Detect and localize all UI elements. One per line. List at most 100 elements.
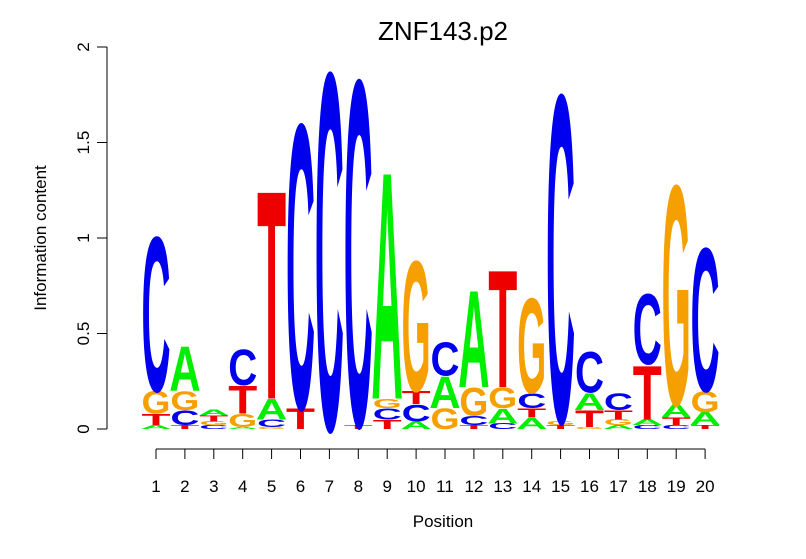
logo-letter-c: C (344, 0, 373, 531)
logo-letter-a: A (372, 105, 403, 468)
x-tick-label: 12 (464, 477, 483, 496)
logo-letter-c: C (402, 400, 431, 427)
logo-letter-c: C (430, 333, 459, 386)
logo-letter-t: T (633, 350, 662, 437)
logo-letter-t: T (228, 378, 257, 423)
x-tick-label: 15 (551, 477, 570, 496)
x-tick-label: 17 (609, 477, 628, 496)
logo-letter-c: C (633, 273, 662, 386)
logo-letter-t: T (517, 406, 546, 421)
logo-letter-g: G (257, 427, 286, 430)
logo-letter-g: G (199, 420, 228, 426)
logo-letter-t: T (142, 411, 171, 429)
x-tick-label: 7 (325, 477, 334, 496)
logo-letter-g: G (402, 222, 431, 431)
x-tick-label: 1 (151, 477, 160, 496)
logo-letter-g: G (575, 427, 604, 430)
logo-letter-a: A (516, 414, 547, 432)
y-axis-label: Information content (31, 165, 50, 311)
logo-letter-g: G (228, 411, 257, 432)
logo-letter-a: A (169, 332, 200, 405)
logo-letter-a: A (429, 368, 460, 418)
logo-letter-t: T (691, 424, 721, 430)
x-tick-label: 14 (522, 477, 541, 496)
logo-letter-c: C (257, 418, 286, 430)
logo-letter-c: C (199, 424, 228, 430)
x-tick-label: 3 (209, 477, 218, 496)
logo-letter-t: T (257, 129, 286, 463)
logo-letter-a: A (400, 419, 432, 431)
logo-letter-t: T (344, 424, 374, 430)
logo-letter-g: G (431, 404, 460, 436)
y-tick-label: 0.5 (74, 322, 93, 346)
y-tick-label: 0 (74, 424, 93, 433)
y-axis: 0 0.5 1 1.5 2 (74, 42, 108, 434)
logo-letter-t: T (373, 417, 402, 432)
logo-letter-a: A (198, 408, 229, 417)
y-tick-label: 1.5 (74, 131, 93, 155)
logo-letter-g: G (459, 380, 488, 424)
logo-letter-g: G (373, 396, 402, 411)
x-tick-label: 19 (667, 477, 686, 496)
logo-letter-t: T (459, 424, 489, 430)
logo-letter-t: T (604, 408, 633, 423)
logo-letter-a: A (632, 418, 663, 427)
x-tick-label: 18 (638, 477, 657, 496)
logo-letter-g: G (546, 420, 575, 426)
logo-letter-a: A (661, 401, 692, 422)
logo-letter-c: C (228, 340, 257, 397)
logo-letter-g: G (604, 418, 633, 427)
logo-letter-c: C (691, 206, 720, 435)
logo-letter-g: G (488, 383, 517, 415)
logo-letter-c: C (170, 406, 199, 430)
x-tick-label: 9 (382, 477, 391, 496)
logo-letter-c: C (141, 190, 170, 438)
x-tick-label: 4 (238, 477, 247, 496)
logo-letter-c: C (633, 424, 662, 430)
y-tick-label: 2 (74, 42, 93, 51)
x-axis-label: Position (413, 512, 473, 531)
logo-letter-c: C (488, 422, 517, 431)
x-tick-label: 20 (696, 477, 715, 496)
logo-letter-c: C (546, 0, 575, 521)
logo-letter-c: C (575, 339, 604, 406)
x-tick-label: 13 (493, 477, 512, 496)
logo-letter-a: A (574, 389, 605, 416)
logo-letter-a: A (256, 393, 287, 426)
logo-letter-c: C (315, 0, 344, 538)
logo-letter-g: G (517, 271, 546, 422)
logo-letter-a: A (689, 409, 720, 430)
logo-letter-t: T (286, 403, 315, 436)
x-tick-label: 10 (407, 477, 426, 496)
logo-letter-t: T (575, 405, 604, 432)
logo-letter-a: A (140, 424, 171, 430)
chart-title: ZNF143.p2 (378, 16, 508, 46)
x-tick-label: 8 (354, 477, 363, 496)
logo-letter-c: C (286, 39, 315, 495)
logo-letter-t: T (402, 387, 431, 408)
logo-letter-c: C (604, 389, 633, 416)
logo-letter-t: T (170, 424, 200, 430)
x-tick-label: 16 (580, 477, 599, 496)
x-tick-label: 5 (267, 477, 276, 496)
logo-letter-g: G (170, 386, 199, 416)
logo-letter-a: A (227, 427, 258, 430)
logo-letter-c: C (517, 389, 546, 413)
logo-letter-t: T (199, 414, 228, 423)
logo-letter-t: T (546, 424, 576, 430)
logo-letter-a: A (458, 261, 489, 416)
logo-letter-c: C (662, 424, 691, 430)
y-tick-label: 1 (74, 233, 93, 242)
x-tick-label: 2 (180, 477, 189, 496)
x-tick-label: 11 (436, 477, 454, 496)
x-tick-label: 6 (296, 477, 305, 496)
logo-letter-g: G (662, 120, 691, 471)
logo-letter-c: C (373, 405, 402, 423)
logo-letter-g: G (141, 386, 170, 421)
logo-letter-a: A (603, 424, 634, 430)
logo-letter-g: G (691, 386, 720, 418)
logo-letter-a: A (487, 405, 518, 429)
x-axis: 1 2 3 4 5 6 7 8 9 10 11 12 13 14 15 16 17 18 19 20 (151, 448, 715, 496)
